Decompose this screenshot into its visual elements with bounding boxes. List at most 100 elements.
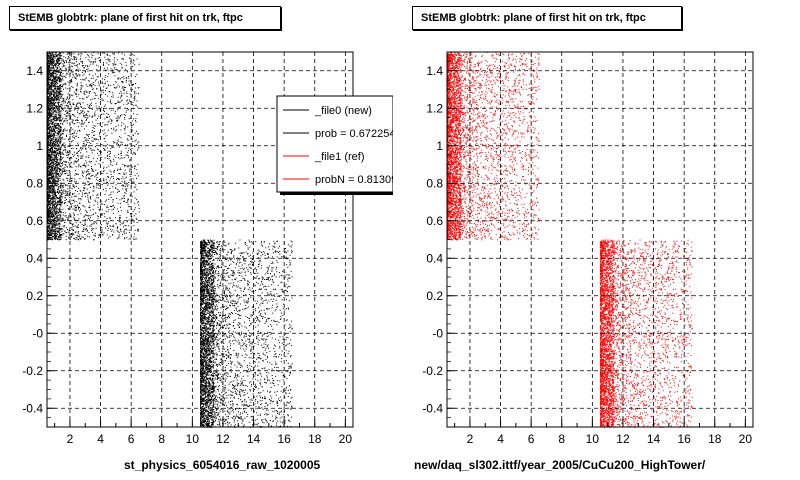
scatter-point	[52, 202, 54, 204]
scatter-point	[76, 110, 78, 112]
scatter-point	[71, 199, 73, 201]
scatter-point	[84, 223, 86, 225]
scatter-point	[51, 147, 53, 149]
scatter-point	[51, 177, 53, 179]
scatter-point	[74, 56, 76, 58]
scatter-point	[126, 100, 128, 102]
scatter-point	[122, 221, 124, 223]
scatter-point	[60, 110, 62, 112]
scatter-point	[47, 132, 49, 134]
scatter-point	[107, 114, 109, 115]
scatter-point	[113, 52, 115, 54]
scatter-point	[65, 82, 67, 84]
scatter-point	[78, 102, 80, 104]
scatter-point	[62, 100, 64, 102]
scatter-point	[77, 205, 79, 207]
scatter-point	[48, 146, 49, 148]
scatter-point	[80, 155, 82, 157]
scatter-point	[85, 148, 87, 149]
scatter-point	[49, 112, 51, 114]
scatter-point	[58, 98, 60, 100]
scatter-point	[48, 192, 50, 194]
scatter-point	[129, 179, 131, 181]
scatter-point	[63, 146, 65, 148]
scatter-point	[61, 184, 63, 186]
scatter-point	[134, 64, 136, 66]
scatter-point	[281, 299, 283, 301]
scatter-point	[50, 78, 52, 79]
scatter-point	[124, 237, 126, 239]
scatter-point	[50, 209, 52, 211]
scatter-point	[47, 171, 49, 173]
scatter-point	[47, 237, 49, 239]
scatter-point	[58, 158, 60, 160]
scatter-point	[97, 173, 99, 175]
scatter-point	[52, 197, 54, 199]
scatter-point	[111, 132, 113, 134]
scatter-point	[48, 225, 50, 226]
scatter-point	[59, 206, 61, 208]
scatter-point	[50, 114, 52, 116]
scatter-point	[86, 211, 87, 213]
scatter-point	[108, 84, 110, 86]
scatter-point	[125, 188, 127, 190]
scatter-point	[102, 234, 104, 236]
scatter-point	[53, 169, 55, 171]
scatter-point	[50, 116, 52, 117]
scatter-point	[57, 146, 59, 147]
scatter-point	[121, 122, 123, 124]
scatter-point	[227, 410, 228, 412]
scatter-point	[64, 114, 66, 116]
scatter-point	[49, 170, 51, 172]
scatter-point	[86, 138, 88, 140]
scatter-point	[48, 185, 49, 187]
scatter-point	[82, 79, 84, 81]
scatter-point	[78, 218, 80, 220]
scatter-point	[132, 181, 134, 183]
scatter-point	[105, 227, 107, 229]
scatter-point	[56, 62, 58, 64]
scatter-point	[88, 95, 90, 97]
scatter-point	[117, 188, 119, 190]
scatter-point	[106, 184, 108, 186]
scatter-point	[120, 100, 122, 102]
scatter-point	[84, 114, 86, 116]
scatter-point	[49, 222, 51, 224]
scatter-point	[216, 341, 218, 343]
scatter-point	[50, 216, 52, 218]
scatter-point	[56, 54, 58, 56]
scatter-point	[128, 232, 130, 234]
scatter-point	[123, 198, 125, 199]
scatter-point	[59, 150, 61, 152]
scatter-point	[135, 104, 137, 106]
scatter-point	[63, 225, 65, 227]
scatter-point	[285, 289, 287, 291]
scatter-point	[52, 211, 54, 213]
scatter-point	[50, 100, 52, 102]
scatter-point	[59, 199, 61, 201]
scatter-point	[60, 195, 62, 197]
scatter-point	[60, 135, 62, 137]
scatter-point	[257, 283, 259, 285]
scatter-point	[258, 353, 260, 355]
scatter-point	[66, 232, 68, 234]
scatter-point	[58, 92, 60, 93]
scatter-point	[88, 184, 90, 185]
scatter-point	[72, 128, 74, 130]
scatter-point	[93, 170, 95, 172]
scatter-point	[52, 165, 54, 167]
scatter-point	[72, 120, 74, 122]
scatter-point	[56, 170, 58, 172]
scatter-point	[52, 119, 54, 121]
scatter-point	[47, 149, 49, 151]
scatter-point	[82, 115, 84, 117]
scatter-point	[58, 200, 60, 202]
scatter-point	[49, 132, 51, 134]
scatter-point	[54, 170, 56, 172]
scatter-point	[60, 129, 62, 131]
scatter-point	[58, 110, 60, 112]
scatter-point	[54, 238, 55, 240]
scatter-point	[129, 159, 131, 161]
scatter-point	[249, 289, 251, 291]
scatter-point	[53, 102, 54, 104]
